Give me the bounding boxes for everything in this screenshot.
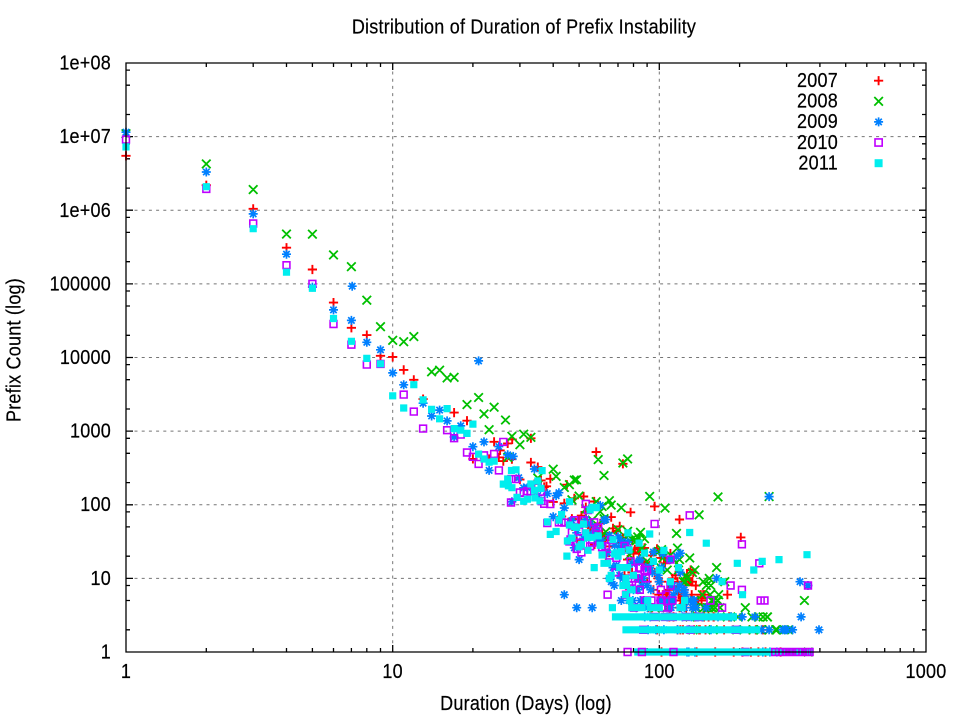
svg-text:Distribution of Duration of Pr: Distribution of Duration of Prefix Insta… [352,17,697,39]
svg-text:Duration (Days) (log): Duration (Days) (log) [440,693,612,715]
svg-text:Prefix Count (log): Prefix Count (log) [4,278,26,422]
svg-text:1e+06: 1e+06 [59,200,111,222]
svg-text:1e+08: 1e+08 [59,53,111,75]
svg-text:100: 100 [644,661,675,683]
svg-text:100: 100 [80,494,111,516]
svg-text:1: 1 [101,642,111,664]
svg-text:1000: 1000 [70,421,111,443]
svg-text:1: 1 [121,661,131,683]
svg-text:2011: 2011 [798,153,838,175]
svg-text:1000: 1000 [906,661,947,683]
svg-text:2010: 2010 [797,132,838,154]
svg-text:10000: 10000 [60,347,111,369]
svg-text:10: 10 [382,661,402,683]
svg-text:2007: 2007 [797,70,838,92]
svg-text:1e+07: 1e+07 [59,126,111,148]
svg-text:10: 10 [91,568,111,590]
svg-text:2008: 2008 [797,91,838,113]
svg-text:100000: 100000 [50,274,111,296]
svg-text:2009: 2009 [797,111,838,133]
